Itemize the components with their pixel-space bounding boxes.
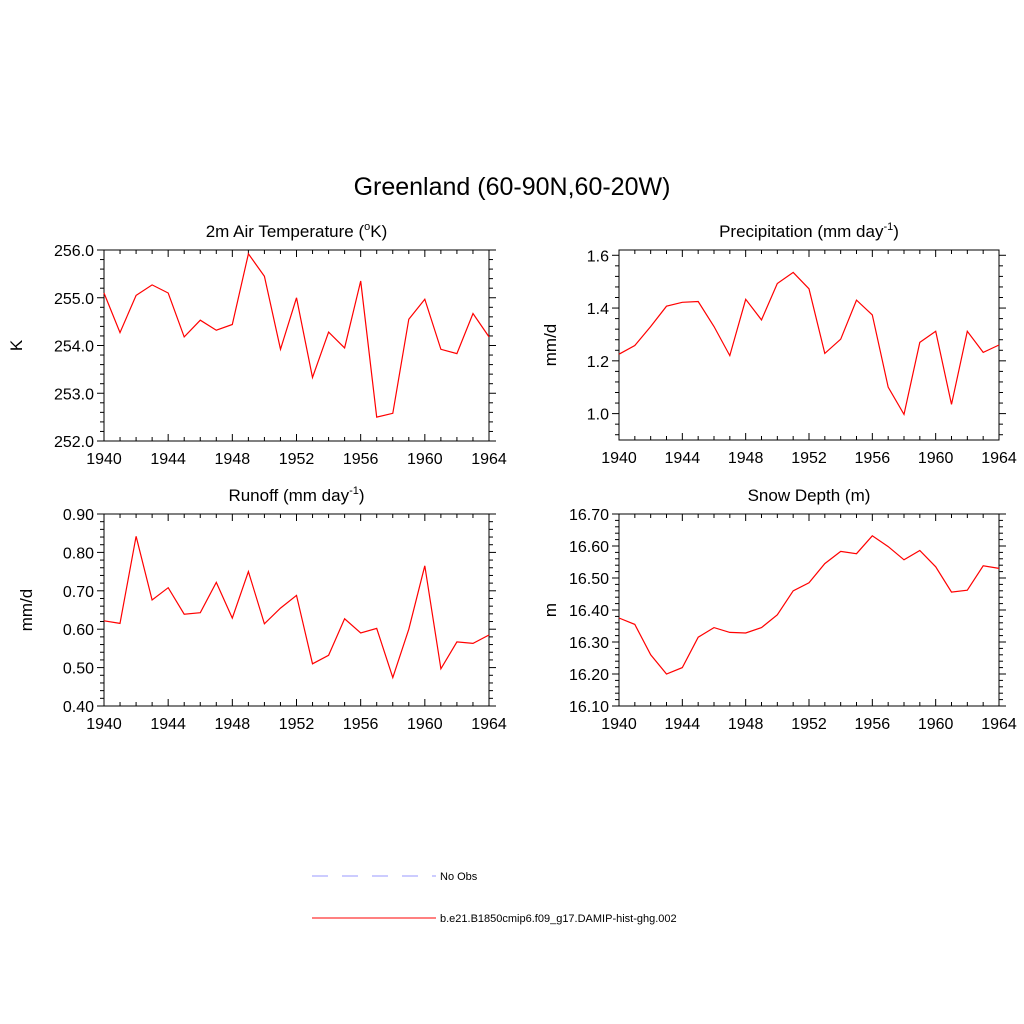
panel-title-main: Snow Depth (m) — [748, 486, 871, 505]
series-line — [103, 252, 490, 418]
x-tick-label: 1948 — [728, 716, 764, 733]
y-tick-label: 0.90 — [63, 507, 94, 524]
x-tick-label: 1940 — [86, 451, 122, 468]
plot-frame — [618, 513, 1000, 707]
y-tick-label: 255.0 — [54, 291, 94, 308]
y-tick-label: 0.50 — [63, 661, 94, 678]
y-tick-label: 16.60 — [569, 539, 609, 556]
panel-title-main: Precipitation (mm day — [719, 222, 884, 241]
x-tick-label: 1940 — [601, 716, 637, 733]
x-tick-label: 1952 — [279, 451, 315, 468]
x-tick-label: 1960 — [407, 716, 443, 733]
x-tick-label: 1940 — [86, 716, 122, 733]
y-tick-label: 254.0 — [54, 339, 94, 356]
legend-label: No Obs — [440, 871, 478, 883]
plot-frame — [618, 249, 1000, 441]
x-tick-label: 1940 — [601, 450, 637, 467]
y-tick-label: 0.60 — [63, 622, 94, 639]
x-tick-label: 1956 — [343, 716, 379, 733]
x-tick-label: 1944 — [665, 450, 701, 467]
panel-title-main: 2m Air Temperature ( — [206, 222, 365, 241]
panel-title: 2m Air Temperature (oK) — [206, 221, 388, 241]
x-tick-label: 1964 — [471, 716, 507, 733]
legend: No Obs b.e21.B1850cmip6.f09_g17.DAMIP-his… — [312, 871, 677, 925]
panel-title-tail: K) — [370, 222, 387, 241]
panel-title: Snow Depth (m) — [748, 486, 871, 505]
x-tick-label: 1964 — [981, 450, 1017, 467]
x-tick-label: 1956 — [855, 716, 891, 733]
plot-frame — [103, 249, 490, 442]
y-tick-label: 256.0 — [54, 243, 94, 260]
y-tick-label: 252.0 — [54, 434, 94, 451]
y-tick-label: 16.30 — [569, 635, 609, 652]
x-tick-label: 1948 — [215, 716, 251, 733]
y-tick-label: 16.50 — [569, 571, 609, 588]
y-tick-label: 0.70 — [63, 584, 94, 601]
x-tick-label: 1964 — [981, 716, 1017, 733]
chart-panel-3: Runoff (mm day-1) 1940 1944 1948 1952 1956 196… — [17, 485, 507, 733]
y-tick-label: 16.70 — [569, 507, 609, 524]
y-axis-label: mm/d — [541, 324, 560, 367]
series-line — [618, 535, 1000, 675]
panels-group: 2m Air Temperature (oK)1940 1944 1948 1952 1… — [7, 221, 1017, 733]
panel-title: Precipitation (mm day-1) — [719, 221, 899, 241]
chart-panel-1: 2m Air Temperature (oK) 1940 1944 1948 1952 1… — [7, 221, 507, 468]
y-axis-label: m — [541, 603, 560, 617]
y-tick-label: 1.2 — [587, 354, 609, 371]
y-tick-label: 253.0 — [54, 386, 94, 403]
y-tick-label: 1.4 — [587, 301, 609, 318]
x-tick-label: 1944 — [665, 716, 701, 733]
chart-panel-4: Snow Depth (m) 1940 1944 1948 1952 1956 1960 19… — [541, 486, 1017, 733]
x-tick-label: 1952 — [791, 716, 827, 733]
y-tick-label: 0.40 — [63, 699, 94, 716]
legend-label: b.e21.B1850cmip6.f09_g17.DAMIP-hist-ghg.… — [440, 913, 677, 925]
x-tick-label: 1960 — [918, 716, 954, 733]
x-tick-label: 1956 — [855, 450, 891, 467]
panel-title-superscript: -1 — [883, 221, 893, 233]
y-tick-label: 1.0 — [587, 407, 609, 424]
chart-panel-2: Precipitation (mm day-1) 1940 1944 1948 1952… — [541, 221, 1017, 467]
x-tick-label: 1956 — [343, 451, 379, 468]
y-tick-label: 16.20 — [569, 667, 609, 684]
x-tick-label: 1944 — [150, 451, 186, 468]
panel-title-tail: ) — [893, 222, 899, 241]
y-tick-label: 0.80 — [63, 545, 94, 562]
y-tick-label: 1.6 — [587, 248, 609, 265]
panel-title-superscript: -1 — [349, 485, 359, 497]
series-line — [103, 536, 490, 680]
y-axis-label: K — [7, 339, 26, 351]
x-tick-label: 1952 — [279, 716, 315, 733]
panel-title-superscript: o — [364, 221, 370, 233]
y-tick-label: 16.10 — [569, 699, 609, 716]
y-tick-label: 16.40 — [569, 603, 609, 620]
x-tick-label: 1960 — [918, 450, 954, 467]
panel-title-main: Runoff (mm day — [228, 486, 349, 505]
series-line — [618, 271, 1000, 417]
figure-title: Greenland (60-90N,60-20W) — [354, 173, 671, 201]
x-tick-label: 1964 — [471, 451, 507, 468]
x-tick-label: 1944 — [150, 716, 186, 733]
panel-title: Runoff (mm day-1) — [228, 485, 364, 505]
panel-title-tail: ) — [359, 486, 365, 505]
y-axis-label: mm/d — [17, 589, 36, 632]
x-tick-label: 1960 — [407, 451, 443, 468]
x-tick-label: 1948 — [215, 451, 251, 468]
x-tick-label: 1952 — [791, 450, 827, 467]
x-tick-label: 1948 — [728, 450, 764, 467]
